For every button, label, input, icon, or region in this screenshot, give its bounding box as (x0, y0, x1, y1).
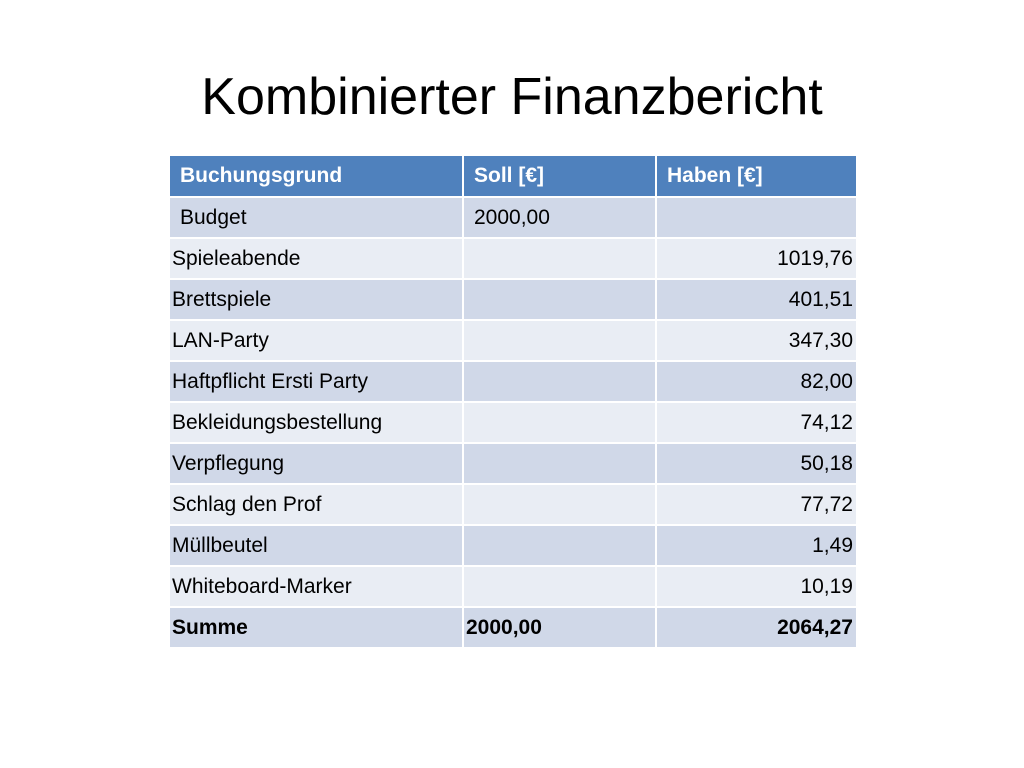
row-soll (463, 320, 657, 362)
row-label: LAN-Party (170, 320, 464, 362)
row-soll (463, 402, 657, 444)
row-soll (463, 566, 657, 608)
sum-haben: 2064,27 (656, 607, 856, 649)
table-row: Schlag den Prof 77,72 (170, 484, 856, 526)
row-haben: 1,49 (656, 525, 856, 567)
table-row: Bekleidungsbestellung 74,12 (170, 402, 856, 444)
table-row: LAN-Party 347,30 (170, 320, 856, 362)
row-haben: 77,72 (656, 484, 856, 526)
sum-label: Summe (170, 607, 464, 649)
table-row: Müllbeutel 1,49 (170, 525, 856, 567)
sum-row: Summe 2000,00 2064,27 (170, 607, 856, 649)
row-haben: 10,19 (656, 566, 856, 608)
table-row: Whiteboard-Marker 10,19 (170, 566, 856, 608)
row-haben: 82,00 (656, 361, 856, 403)
row-soll (463, 279, 657, 321)
row-haben: 1019,76 (656, 238, 856, 280)
row-haben (656, 197, 856, 239)
table-row: Haftpflicht Ersti Party 82,00 (170, 361, 856, 403)
column-header-soll: Soll [€] (463, 156, 657, 198)
page-title: Kombinierter Finanzbericht (201, 68, 823, 126)
row-label: Verpflegung (170, 443, 464, 485)
table-row: Spieleabende 1019,76 (170, 238, 856, 280)
row-soll (463, 443, 657, 485)
row-haben: 50,18 (656, 443, 856, 485)
row-label: Brettspiele (170, 279, 464, 321)
row-soll (463, 484, 657, 526)
table-header-row: Buchungsgrund Soll [€] Haben [€] (170, 156, 856, 198)
table-row: Verpflegung 50,18 (170, 443, 856, 485)
sum-soll: 2000,00 (463, 607, 657, 649)
row-soll: 2000,00 (463, 197, 657, 239)
row-label: Budget (170, 197, 464, 239)
column-header-buchungsgrund: Buchungsgrund (170, 156, 464, 198)
row-label: Spieleabende (170, 238, 464, 280)
row-soll (463, 525, 657, 567)
row-haben: 401,51 (656, 279, 856, 321)
column-header-haben: Haben [€] (656, 156, 856, 198)
table-row: Budget 2000,00 (170, 197, 856, 239)
row-label: Whiteboard-Marker (170, 566, 464, 608)
table-row: Brettspiele 401,51 (170, 279, 856, 321)
row-haben: 347,30 (656, 320, 856, 362)
row-soll (463, 238, 657, 280)
row-label: Müllbeutel (170, 525, 464, 567)
row-label: Bekleidungsbestellung (170, 402, 464, 444)
row-label: Schlag den Prof (170, 484, 464, 526)
row-label: Haftpflicht Ersti Party (170, 361, 464, 403)
finance-table: Buchungsgrund Soll [€] Haben [€] Budget … (170, 156, 856, 649)
row-soll (463, 361, 657, 403)
row-haben: 74,12 (656, 402, 856, 444)
